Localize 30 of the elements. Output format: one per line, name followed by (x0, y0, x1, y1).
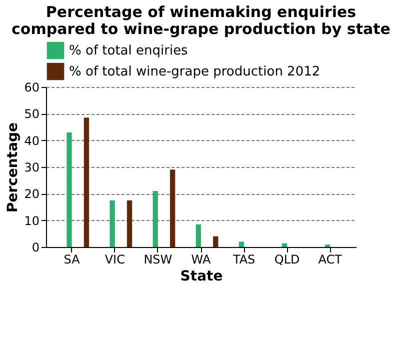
legend-label: % of total enqiries (69, 44, 188, 58)
y-axis-title: Percentage (5, 122, 22, 213)
y-tick-label: 0 (32, 240, 40, 254)
x-tick-label: SA (64, 252, 81, 266)
x-tick-label: WA (191, 252, 212, 266)
text: Percentage of winemaking enquiries (46, 3, 356, 21)
x-tick-label: VIC (104, 252, 125, 266)
x-tick-label: QLD (274, 252, 300, 266)
bar (84, 118, 90, 247)
bar (213, 236, 218, 247)
bar (152, 191, 158, 247)
bar (170, 170, 176, 247)
bar (110, 200, 115, 247)
x-tick-label: TAS (232, 252, 256, 266)
y-tick-label: 40 (24, 134, 40, 148)
legend-label: % of total wine-grape production 2012 (69, 64, 320, 80)
text: compared to wine-grape production by state (12, 20, 390, 38)
bar (126, 200, 132, 247)
bar (282, 243, 288, 247)
bar (196, 224, 201, 247)
x-tick-label: ACT (318, 252, 343, 266)
y-tick-label: 30 (24, 160, 40, 174)
x-axis-title: State (180, 268, 223, 284)
y-tick-label: 10 (24, 214, 40, 228)
bar (66, 132, 72, 247)
y-tick-label: 50 (24, 107, 40, 122)
x-tick-label: NSW (144, 252, 172, 266)
y-tick-label: 60 (24, 80, 40, 94)
bar (238, 242, 244, 247)
y-tick-label: 20 (24, 187, 40, 202)
